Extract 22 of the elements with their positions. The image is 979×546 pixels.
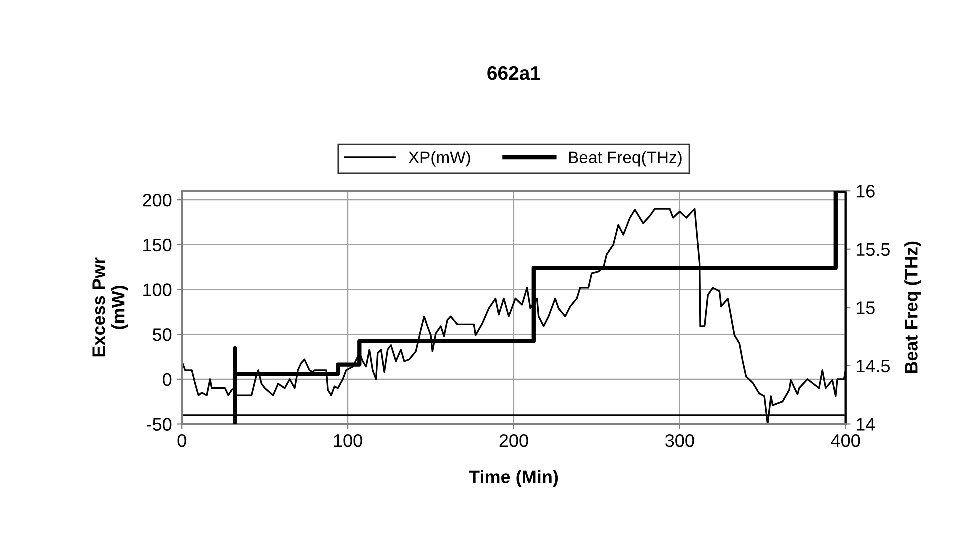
chart-title: 662a1 [488, 66, 540, 80]
legend-label: XP(mW) [408, 151, 470, 167]
y-tick-label: -50 [147, 418, 172, 431]
x-tick-label: 100 [334, 434, 362, 448]
x-tick-label: 300 [666, 434, 694, 448]
x-tick-label: 400 [831, 434, 860, 448]
y2-tick-label: 15.5 [856, 244, 890, 256]
legend-label: Beat Freq(THz) [569, 151, 682, 167]
y-tick-label: 0 [163, 373, 172, 386]
y2-tick-label: 15 [856, 302, 875, 314]
y2-tick-label: 14 [856, 418, 876, 431]
y-tick-label: 100 [144, 284, 172, 296]
y2-axis-title: Beat Freq (THz) [904, 242, 922, 374]
y2-tick-label: 16 [856, 185, 875, 198]
y2-tick-label: 14.5 [856, 360, 890, 373]
x-axis-title: Time (Min) [469, 470, 558, 488]
y-tick-label: 50 [153, 328, 172, 342]
x-tick-label: 200 [500, 434, 528, 448]
y-tick-label: 200 [143, 194, 172, 207]
y-axis-title: Excess Pwr (mW) [92, 258, 128, 357]
x-tick-label: 0 [178, 434, 186, 448]
y-tick-label: 150 [144, 238, 172, 252]
